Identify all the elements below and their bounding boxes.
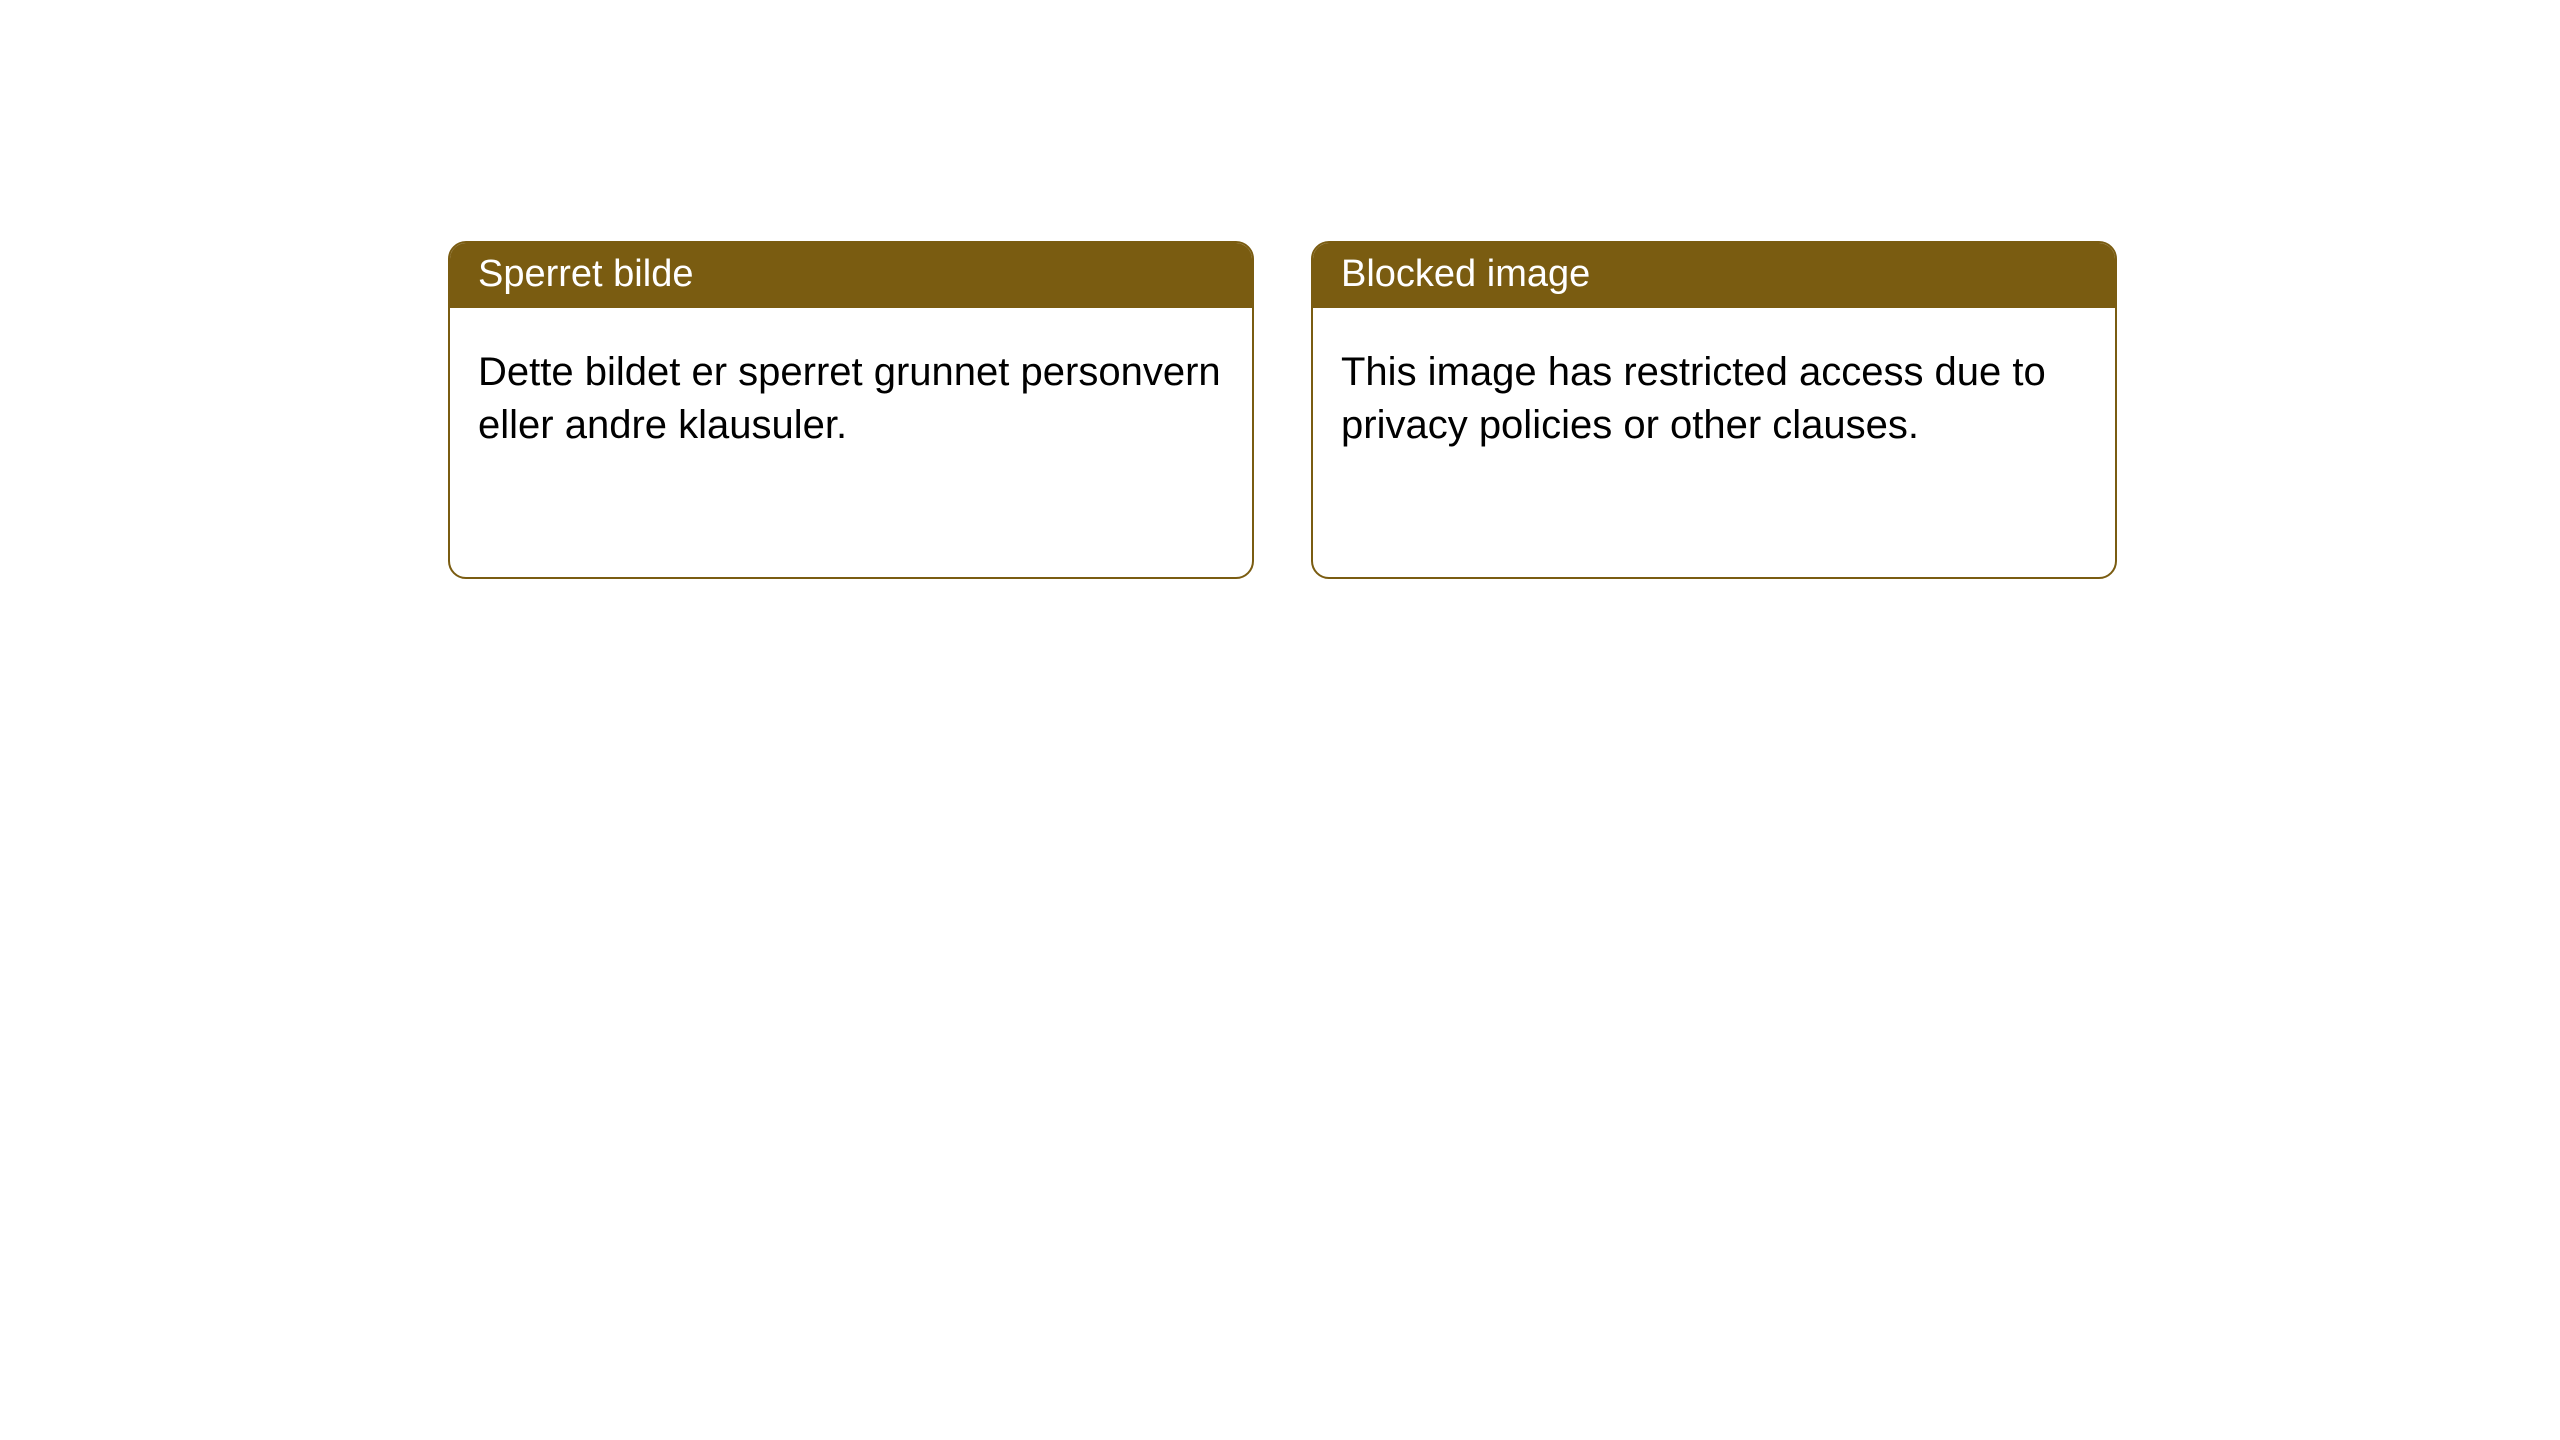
notice-body: Dette bildet er sperret grunnet personve… xyxy=(450,308,1252,490)
notice-header: Blocked image xyxy=(1313,243,2115,308)
notice-container: Sperret bilde Dette bildet er sperret gr… xyxy=(0,0,2560,579)
notice-body: This image has restricted access due to … xyxy=(1313,308,2115,490)
notice-card-norwegian: Sperret bilde Dette bildet er sperret gr… xyxy=(448,241,1254,579)
notice-card-english: Blocked image This image has restricted … xyxy=(1311,241,2117,579)
notice-header: Sperret bilde xyxy=(450,243,1252,308)
